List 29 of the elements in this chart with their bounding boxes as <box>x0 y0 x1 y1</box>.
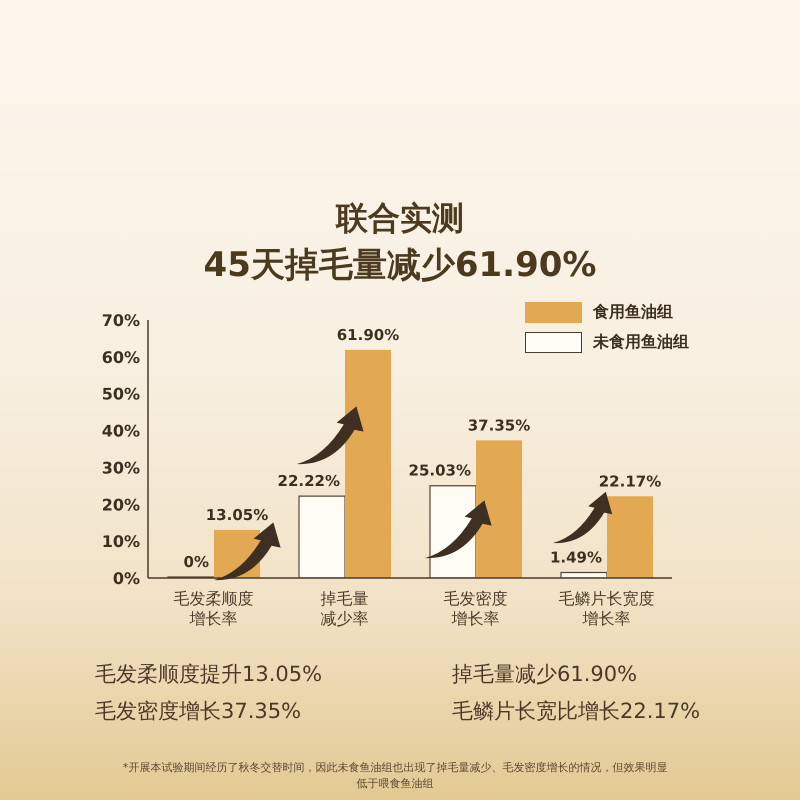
y-tick-label: 50% <box>102 384 140 404</box>
data-label: 1.49% <box>550 548 602 567</box>
data-label: 25.03% <box>408 462 471 480</box>
y-tick-label: 0% <box>112 569 140 588</box>
y-tick-label: 70% <box>102 311 140 330</box>
text: 毛鳞片长宽比增长22.17% <box>452 699 700 723</box>
text: 毛发柔顺度提升13.05% <box>95 662 322 686</box>
x-tick-label: 毛发柔顺度增长率 <box>174 589 254 628</box>
data-label: 22.22% <box>278 472 340 490</box>
data-label: 13.05% <box>206 506 268 524</box>
data-label: 37.35% <box>468 416 530 434</box>
legend-label: 未食用鱼油组 <box>593 332 689 351</box>
y-tick-label: 20% <box>102 495 140 514</box>
y-tick-label: 60% <box>102 348 140 367</box>
chart-subtitle: 45天掉毛量减少61.90% <box>204 245 596 285</box>
text: 掉毛量减少61.90% <box>452 662 638 686</box>
x-tick-label: 毛鳞片长宽度增长率 <box>558 589 654 628</box>
y-tick-label: 30% <box>102 458 140 478</box>
legend-label: 食用鱼油组 <box>593 302 673 321</box>
chart-title: 联合实测 <box>336 199 464 237</box>
y-tick-label: 40% <box>102 422 140 441</box>
x-tick-label: 掉毛量减少率 <box>320 589 368 628</box>
y-tick-label: 10% <box>102 532 140 552</box>
data-label: 61.90% <box>336 326 400 344</box>
data-label: 0% <box>184 553 209 571</box>
data-label: 22.17% <box>598 472 662 490</box>
x-tick-label: 毛发密度增长率 <box>444 589 508 628</box>
text: 毛发密度增长37.35% <box>95 699 302 723</box>
text: *开展本试验期间经历了秋冬交替时间，因此未食鱼油组也出现了掉毛量减少、毛发密度增长的情况，但效果明显低于喂食鱼油组 <box>122 761 668 790</box>
